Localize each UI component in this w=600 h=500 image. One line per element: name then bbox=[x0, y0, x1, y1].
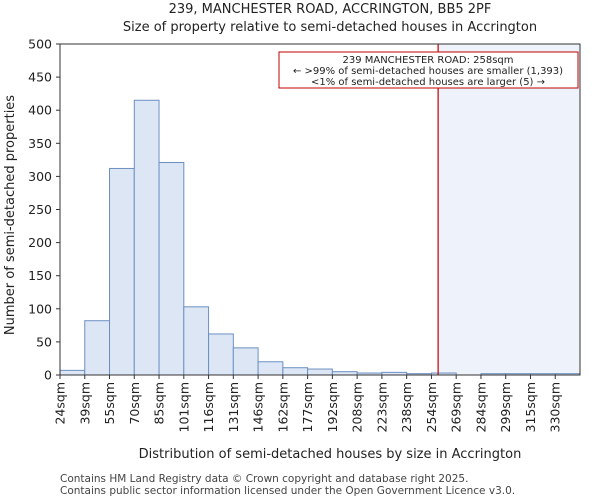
x-tick-label: 131sqm bbox=[226, 382, 241, 432]
x-tick-label: 269sqm bbox=[449, 382, 464, 432]
y-tick-label: 300 bbox=[28, 169, 52, 184]
y-axis-label: Number of semi-detached properties bbox=[3, 95, 18, 335]
footer-line-1: Contains HM Land Registry data © Crown c… bbox=[60, 473, 468, 485]
bar-146sqm bbox=[257, 361, 284, 376]
histogram-bars bbox=[59, 99, 581, 376]
x-tick-label: 284sqm bbox=[473, 382, 488, 432]
x-tick-label: 238sqm bbox=[399, 382, 414, 432]
y-tick-label: 400 bbox=[28, 103, 52, 118]
y-tick-label: 350 bbox=[28, 136, 52, 151]
x-tick-label: 146sqm bbox=[251, 382, 266, 432]
bar-39sqm bbox=[84, 320, 111, 376]
bar-70sqm bbox=[133, 99, 160, 376]
y-tick-label: 250 bbox=[28, 202, 52, 217]
annotation-line-3: <1% of semi-detached houses are larger (… bbox=[311, 77, 545, 88]
bar-162sqm bbox=[282, 367, 309, 376]
x-tick-label: 299sqm bbox=[498, 382, 513, 432]
x-tick-label: 315sqm bbox=[523, 382, 538, 432]
plot-frame bbox=[59, 43, 581, 376]
x-tick-label: 101sqm bbox=[176, 382, 191, 432]
bar-24sqm bbox=[59, 369, 86, 376]
x-tick-label: 39sqm bbox=[77, 382, 92, 425]
x-tick-label: 223sqm bbox=[374, 382, 389, 432]
x-tick-label: 177sqm bbox=[300, 382, 315, 432]
annotation-box: 239 MANCHESTER ROAD: 258sqm ← >99% of se… bbox=[278, 51, 579, 89]
x-tick-label: 85sqm bbox=[152, 382, 167, 425]
y-tick-label: 450 bbox=[28, 70, 52, 85]
x-axis: 24sqm 39sqm 55sqm 70sqm 85sqm 101sqm 116sqm 131… bbox=[53, 375, 563, 432]
bar-116sqm bbox=[208, 333, 234, 376]
bar-85sqm bbox=[158, 161, 185, 376]
annotation-frame bbox=[278, 51, 579, 89]
y-tick-label: 150 bbox=[28, 268, 52, 283]
annotation-line-1: 239 MANCHESTER ROAD: 258sqm bbox=[342, 55, 513, 66]
larger-than-property-region bbox=[438, 44, 580, 375]
x-tick-label: 24sqm bbox=[53, 382, 68, 425]
x-tick-label: 55sqm bbox=[102, 382, 117, 425]
bar-131sqm bbox=[232, 347, 259, 376]
x-tick-label: 254sqm bbox=[424, 382, 439, 432]
x-tick-label: 70sqm bbox=[127, 382, 142, 425]
x-tick-label: 162sqm bbox=[275, 382, 290, 432]
footer-line-2: Contains public sector information licen… bbox=[60, 485, 515, 497]
y-tick-label: 0 bbox=[44, 368, 52, 383]
x-tick-label: 116sqm bbox=[201, 382, 216, 432]
bar-101sqm bbox=[183, 306, 210, 376]
y-tick-label: 200 bbox=[28, 235, 52, 250]
y-tick-label: 100 bbox=[28, 301, 52, 316]
y-tick-label: 500 bbox=[28, 37, 52, 52]
bar-55sqm bbox=[109, 167, 135, 376]
bar-177sqm bbox=[307, 368, 333, 376]
x-axis-label: Distribution of semi-detached houses by … bbox=[139, 447, 522, 462]
x-tick-label: 192sqm bbox=[325, 382, 340, 432]
x-tick-label: 330sqm bbox=[548, 382, 563, 432]
x-tick-label: 208sqm bbox=[350, 382, 365, 432]
y-tick-label: 50 bbox=[36, 334, 52, 349]
chart-title: 239, MANCHESTER ROAD, ACCRINGTON, BB5 2P… bbox=[169, 2, 492, 17]
chart-subtitle: Size of property relative to semi-detach… bbox=[123, 20, 537, 35]
y-axis: 0 50 100 150 200 250 300 350 400 450 500 bbox=[28, 37, 60, 383]
annotation-line-2: ← >99% of semi-detached houses are small… bbox=[293, 66, 563, 77]
